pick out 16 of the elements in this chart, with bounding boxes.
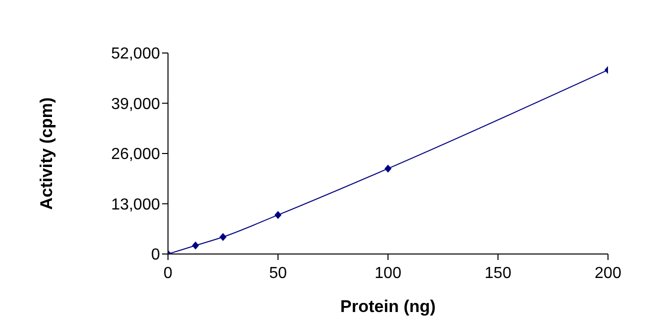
- x-tick-label: 100: [374, 265, 402, 282]
- x-tick-label: 150: [484, 265, 512, 282]
- x-axis-title: Protein (ng): [340, 297, 436, 316]
- y-tick-label: 39,000: [111, 96, 160, 113]
- y-tick-label: 26,000: [111, 146, 160, 164]
- y-tick-label: 13,000: [111, 196, 160, 214]
- point: [220, 232, 226, 241]
- y-tick-label: 52,000: [111, 46, 160, 63]
- y-tick-label: 0: [151, 246, 160, 264]
- x-tick-label: 50: [269, 265, 287, 282]
- y-axis-title: Activity (cpm): [37, 97, 56, 210]
- point: [274, 210, 282, 219]
- x-tick-label: 200: [594, 265, 622, 282]
- point: [384, 164, 392, 173]
- x-tick-label: 0: [164, 265, 173, 282]
- point: [192, 241, 199, 250]
